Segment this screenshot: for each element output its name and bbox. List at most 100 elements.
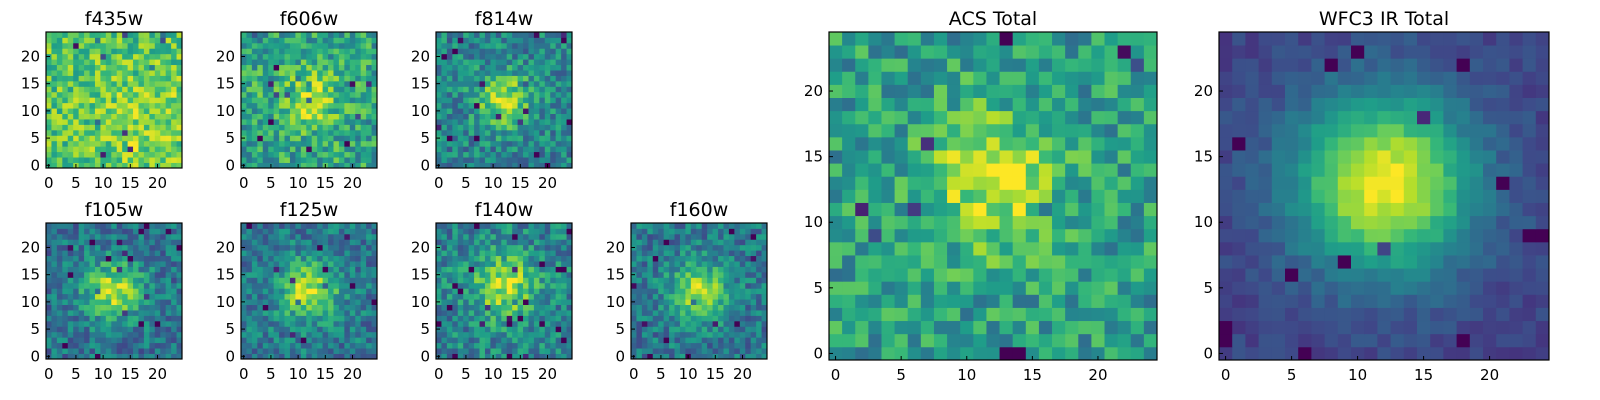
heatmap-cell <box>176 320 183 327</box>
heatmap-cell <box>262 250 269 257</box>
heatmap-cell <box>1012 150 1027 164</box>
heatmap-cell <box>149 288 156 295</box>
heatmap-cell <box>641 271 648 278</box>
heatmap-cell <box>528 299 535 305</box>
heatmap-cell <box>528 326 535 333</box>
heatmap-cell <box>561 151 567 158</box>
heatmap-cell <box>855 215 869 230</box>
heatmap-cell <box>176 326 183 333</box>
heatmap-cell <box>495 331 502 338</box>
heatmap-cell <box>894 189 909 203</box>
heatmap-cell <box>484 129 491 136</box>
heatmap-cell <box>474 86 480 93</box>
heatmap-cell <box>295 288 302 295</box>
heatmap-cell <box>289 102 296 109</box>
heatmap-cell <box>441 102 448 109</box>
heatmap-cell <box>641 315 648 322</box>
heatmap-cell <box>89 124 96 131</box>
heatmap-cell <box>539 310 546 316</box>
heatmap-cell <box>100 250 107 257</box>
heatmap-cell <box>533 80 540 87</box>
heatmap-cell <box>512 277 518 284</box>
heatmap-cell <box>257 288 264 295</box>
heatmap-cell <box>154 277 161 284</box>
heatmap-cell <box>986 320 1000 335</box>
heatmap-cell <box>51 233 58 240</box>
heatmap-cell <box>344 255 351 262</box>
heatmap-cell <box>89 32 96 38</box>
heatmap-cell <box>566 282 573 289</box>
heatmap-cell <box>67 129 74 136</box>
heatmap-cell <box>739 271 746 278</box>
heatmap-cell <box>344 124 351 131</box>
plot-frame-f435w <box>45 31 183 169</box>
heatmap-cell <box>355 102 362 109</box>
heatmap-cell <box>550 42 557 49</box>
heatmap-cell <box>105 135 112 142</box>
heatmap-cell <box>696 331 703 338</box>
heatmap-cell <box>506 59 513 66</box>
heatmap-cell <box>338 102 345 109</box>
heatmap-cell <box>933 189 948 203</box>
heatmap-cell <box>457 255 464 262</box>
heatmap-cell <box>89 140 96 147</box>
y-tick-label: 10 <box>411 102 430 120</box>
heatmap-cell <box>338 157 345 163</box>
heatmap-cell <box>1065 189 1079 203</box>
heatmap-cell <box>279 348 285 354</box>
heatmap-cell <box>46 86 52 93</box>
heatmap-cell <box>62 97 69 104</box>
heatmap-cell <box>289 70 296 76</box>
heatmap-cell <box>317 129 323 136</box>
heatmap-cell <box>165 32 172 38</box>
heatmap-cell <box>933 123 948 138</box>
heatmap-cell <box>490 342 497 349</box>
heatmap-cell <box>436 146 442 153</box>
heatmap-cell <box>490 326 497 333</box>
heatmap-cell <box>154 228 161 235</box>
heatmap-cell <box>366 315 372 322</box>
heatmap-cell <box>723 304 730 311</box>
heatmap-cell <box>745 223 752 229</box>
heatmap-cell <box>468 108 475 114</box>
heatmap-cell <box>1052 281 1066 295</box>
heatmap-cell <box>479 162 486 169</box>
heatmap-cell <box>56 266 63 273</box>
heatmap-cell <box>1078 228 1092 243</box>
heatmap-cell <box>718 326 724 333</box>
heatmap-cell <box>446 293 453 300</box>
heatmap-cell <box>550 353 557 360</box>
heatmap-cell <box>355 326 362 333</box>
heatmap-cell <box>46 48 52 55</box>
heatmap-cell <box>468 151 475 158</box>
heatmap-cell <box>528 32 535 38</box>
heatmap-cell <box>257 129 264 136</box>
heatmap-cell <box>566 80 573 87</box>
heatmap-cell <box>933 241 948 256</box>
heatmap-cell <box>479 80 486 87</box>
heatmap-cell <box>295 113 302 120</box>
heatmap-cell <box>452 86 459 93</box>
panel-title-f606w: f606w <box>280 8 339 30</box>
heatmap-cell <box>739 331 746 338</box>
heatmap-cell <box>555 228 562 235</box>
heatmap-cell <box>506 124 513 131</box>
heatmap-cell <box>171 124 177 131</box>
heatmap-cell <box>881 268 895 282</box>
heatmap-cell <box>712 244 719 251</box>
heatmap-cell <box>679 255 686 262</box>
heatmap-cell <box>457 64 464 71</box>
heatmap-cell <box>67 277 74 284</box>
heatmap-cell <box>317 59 323 66</box>
heatmap-cell <box>523 97 529 104</box>
heatmap-cell <box>273 293 280 300</box>
heatmap-cell <box>89 75 96 82</box>
heatmap-cell <box>999 150 1014 164</box>
heatmap-cell <box>149 64 156 71</box>
heatmap-cell <box>533 223 540 229</box>
heatmap-cell <box>669 277 675 284</box>
heatmap-cell <box>533 48 540 55</box>
heatmap-cell <box>474 129 480 136</box>
heatmap-cell <box>550 59 557 66</box>
